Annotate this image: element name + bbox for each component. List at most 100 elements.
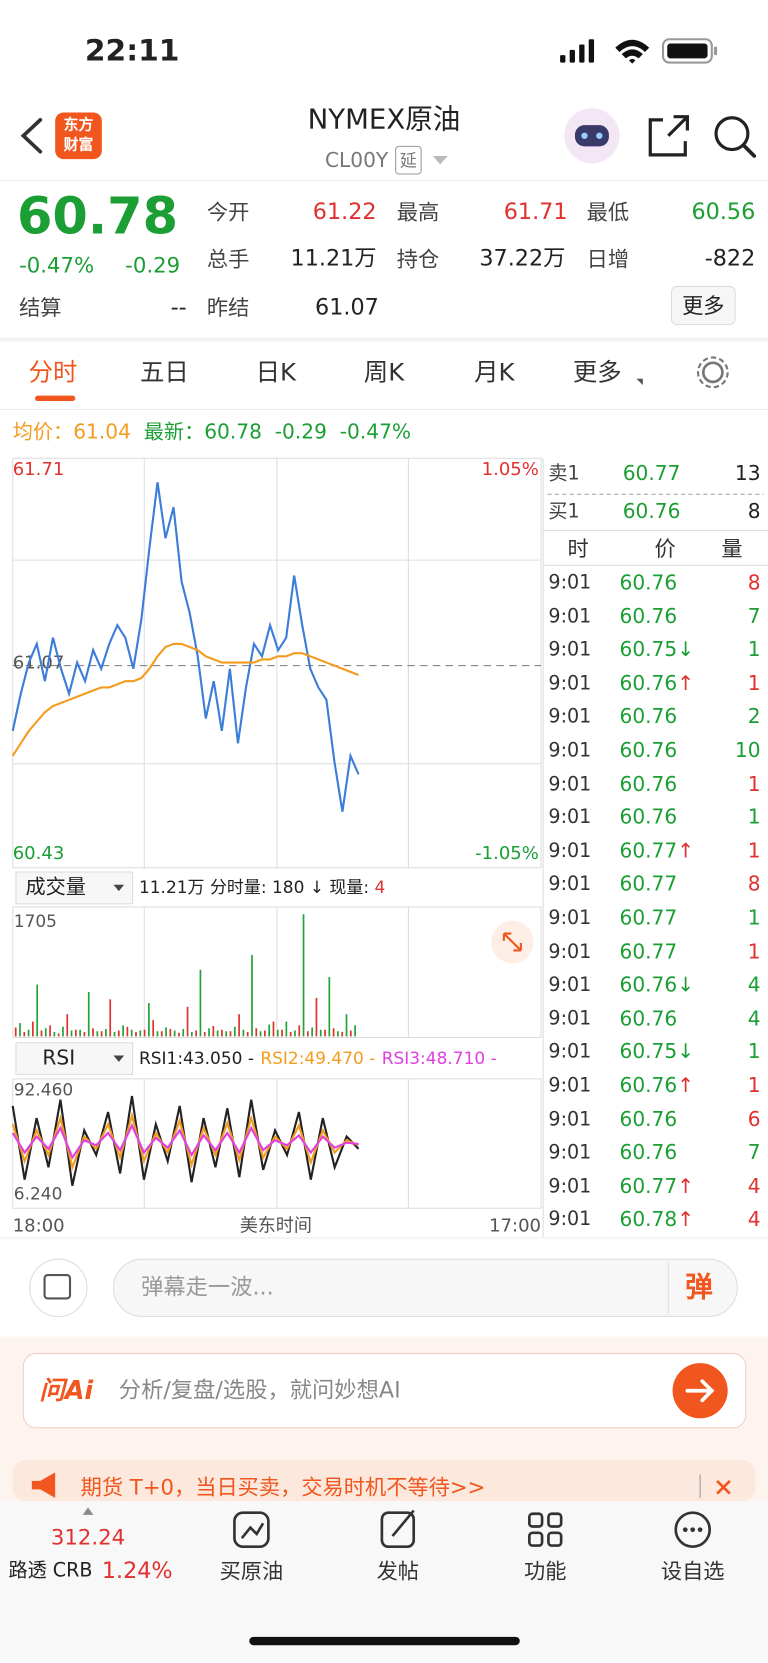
volume-bar [122,1025,124,1037]
search-icon[interactable] [714,116,750,152]
avg: 61.04 [73,420,131,444]
trade-time: 9:01 [548,873,592,896]
danmaku-toggle[interactable] [29,1258,88,1317]
trade-price: 60.76 [619,604,678,629]
index-change[interactable]: 1.24% [101,1557,173,1584]
volume-selector[interactable] [15,871,134,905]
trade-time: 9:01 [548,739,592,762]
settings-gear [696,356,729,389]
volume-bar [332,1028,335,1037]
more-label[interactable]: 更多 [682,292,725,319]
stat-value: 11.21万 [290,245,377,272]
period-label: 分时量: [209,877,267,898]
status-icons [560,38,718,64]
volume-bar [49,1025,51,1037]
trade-time: 9:01 [548,940,592,963]
stat-label: 总手 [206,246,250,272]
vgrid [12,458,542,1209]
tab[interactable]: 日K [255,359,297,387]
rsi-selector-label[interactable]: RSI [42,1046,76,1070]
delay-box [395,145,422,175]
trade-price: 60.76 [619,1141,678,1165]
ai-prompt[interactable]: 分析/复盘/选股，就问妙想AI [118,1377,401,1403]
trade-qty: 1 [747,772,761,796]
logo-text: 财富 [63,136,94,154]
settings-icon[interactable] [701,361,724,384]
nav-item[interactable]: 发帖 [376,1558,420,1584]
volume-bar [281,1029,283,1037]
nav-item[interactable]: 功能 [524,1558,567,1584]
volume-bar [272,1021,275,1037]
nav-item[interactable]: 设自选 [660,1558,725,1584]
banner-text[interactable]: 期货 T+0，当日买卖，交易时机不等待>> [80,1474,486,1500]
share-icon[interactable] [648,115,689,157]
volume-selector-label[interactable]: 成交量 [25,875,86,900]
rsi-selector[interactable] [15,1042,134,1076]
tab[interactable]: 月K [474,359,515,387]
trade-qty: 4 [747,1208,761,1232]
trade-price: 60.76 [619,1007,678,1031]
volume-bar [182,1028,185,1037]
last-price: 60.78 [16,186,179,247]
tab[interactable]: 五日 [140,359,189,387]
volume-bar [354,1025,356,1037]
tab[interactable]: 分时 [28,359,78,387]
more-dots [682,1527,703,1533]
trade-time: 9:01 [548,1141,592,1164]
trade-price: 60.77 [619,872,678,897]
stat-label: 日增 [586,246,630,272]
search-handle [741,143,757,158]
logo[interactable] [55,112,102,160]
tab[interactable]: 更多 [572,359,622,387]
tab-more-arrow [636,378,643,386]
index-value[interactable]: 312.24 [50,1524,126,1550]
back-icon[interactable] [20,118,43,154]
book-side: 卖1 [548,462,580,485]
code-dropdown[interactable] [432,155,448,165]
trade-qty: 1 [747,839,761,863]
volume-bar [109,999,112,1037]
tab[interactable]: 周K [363,359,405,387]
trade-tick: ↑ [677,1208,695,1232]
x-axis-label: 美东时间 [240,1215,312,1236]
trade-time: 9:01 [548,1175,592,1198]
volume-bar [44,1028,47,1037]
trade-price: 60.76 [619,1107,678,1131]
trade-price: 60.77 [619,906,678,930]
banner-close[interactable] [716,1479,731,1495]
volume-bar [251,954,253,1037]
more-button[interactable] [670,285,736,326]
trade-qty: 1 [747,671,761,696]
rsi-legend-item: RSI2:49.470 - [260,1048,376,1069]
volume-bar [199,969,202,1037]
volume-bar [156,1031,159,1037]
change: -0.29 [274,420,327,444]
volume-bar [79,1029,81,1037]
trade-time: 9:01 [548,839,592,863]
index-name[interactable]: 路透 CRB [8,1559,93,1582]
danmaku-button[interactable]: 弹 [685,1271,713,1304]
period-value: 180 [271,877,305,898]
comment-input[interactable] [112,1258,738,1317]
y2-tick-label: 1.05% [482,459,539,480]
trade-qty: 4 [747,1007,761,1031]
comment-placeholder[interactable]: 弹幕走一波... [141,1274,274,1301]
volume-bar [83,1031,86,1037]
avatar-face [574,125,609,147]
trade-time: 9:01 [548,672,592,695]
volume-bar [319,1029,322,1037]
clock: 22:11 [84,32,180,68]
volume-bar [238,1014,240,1037]
nav-item[interactable]: 买原油 [219,1558,284,1584]
trade-price: 60.75↓ [619,638,695,662]
trade-tick: ↓ [677,973,695,997]
stat-value: 61.71 [503,198,568,225]
banner[interactable] [12,1459,756,1502]
ai-box[interactable] [22,1353,747,1429]
volume-bar [130,1029,133,1037]
volume-bar [341,1031,344,1037]
stat-value: 60.56 [691,198,756,225]
volume-info: 11.21万 分时量: 180 ↓ 现量: 4 [139,879,385,896]
volume-bar [62,1026,64,1037]
